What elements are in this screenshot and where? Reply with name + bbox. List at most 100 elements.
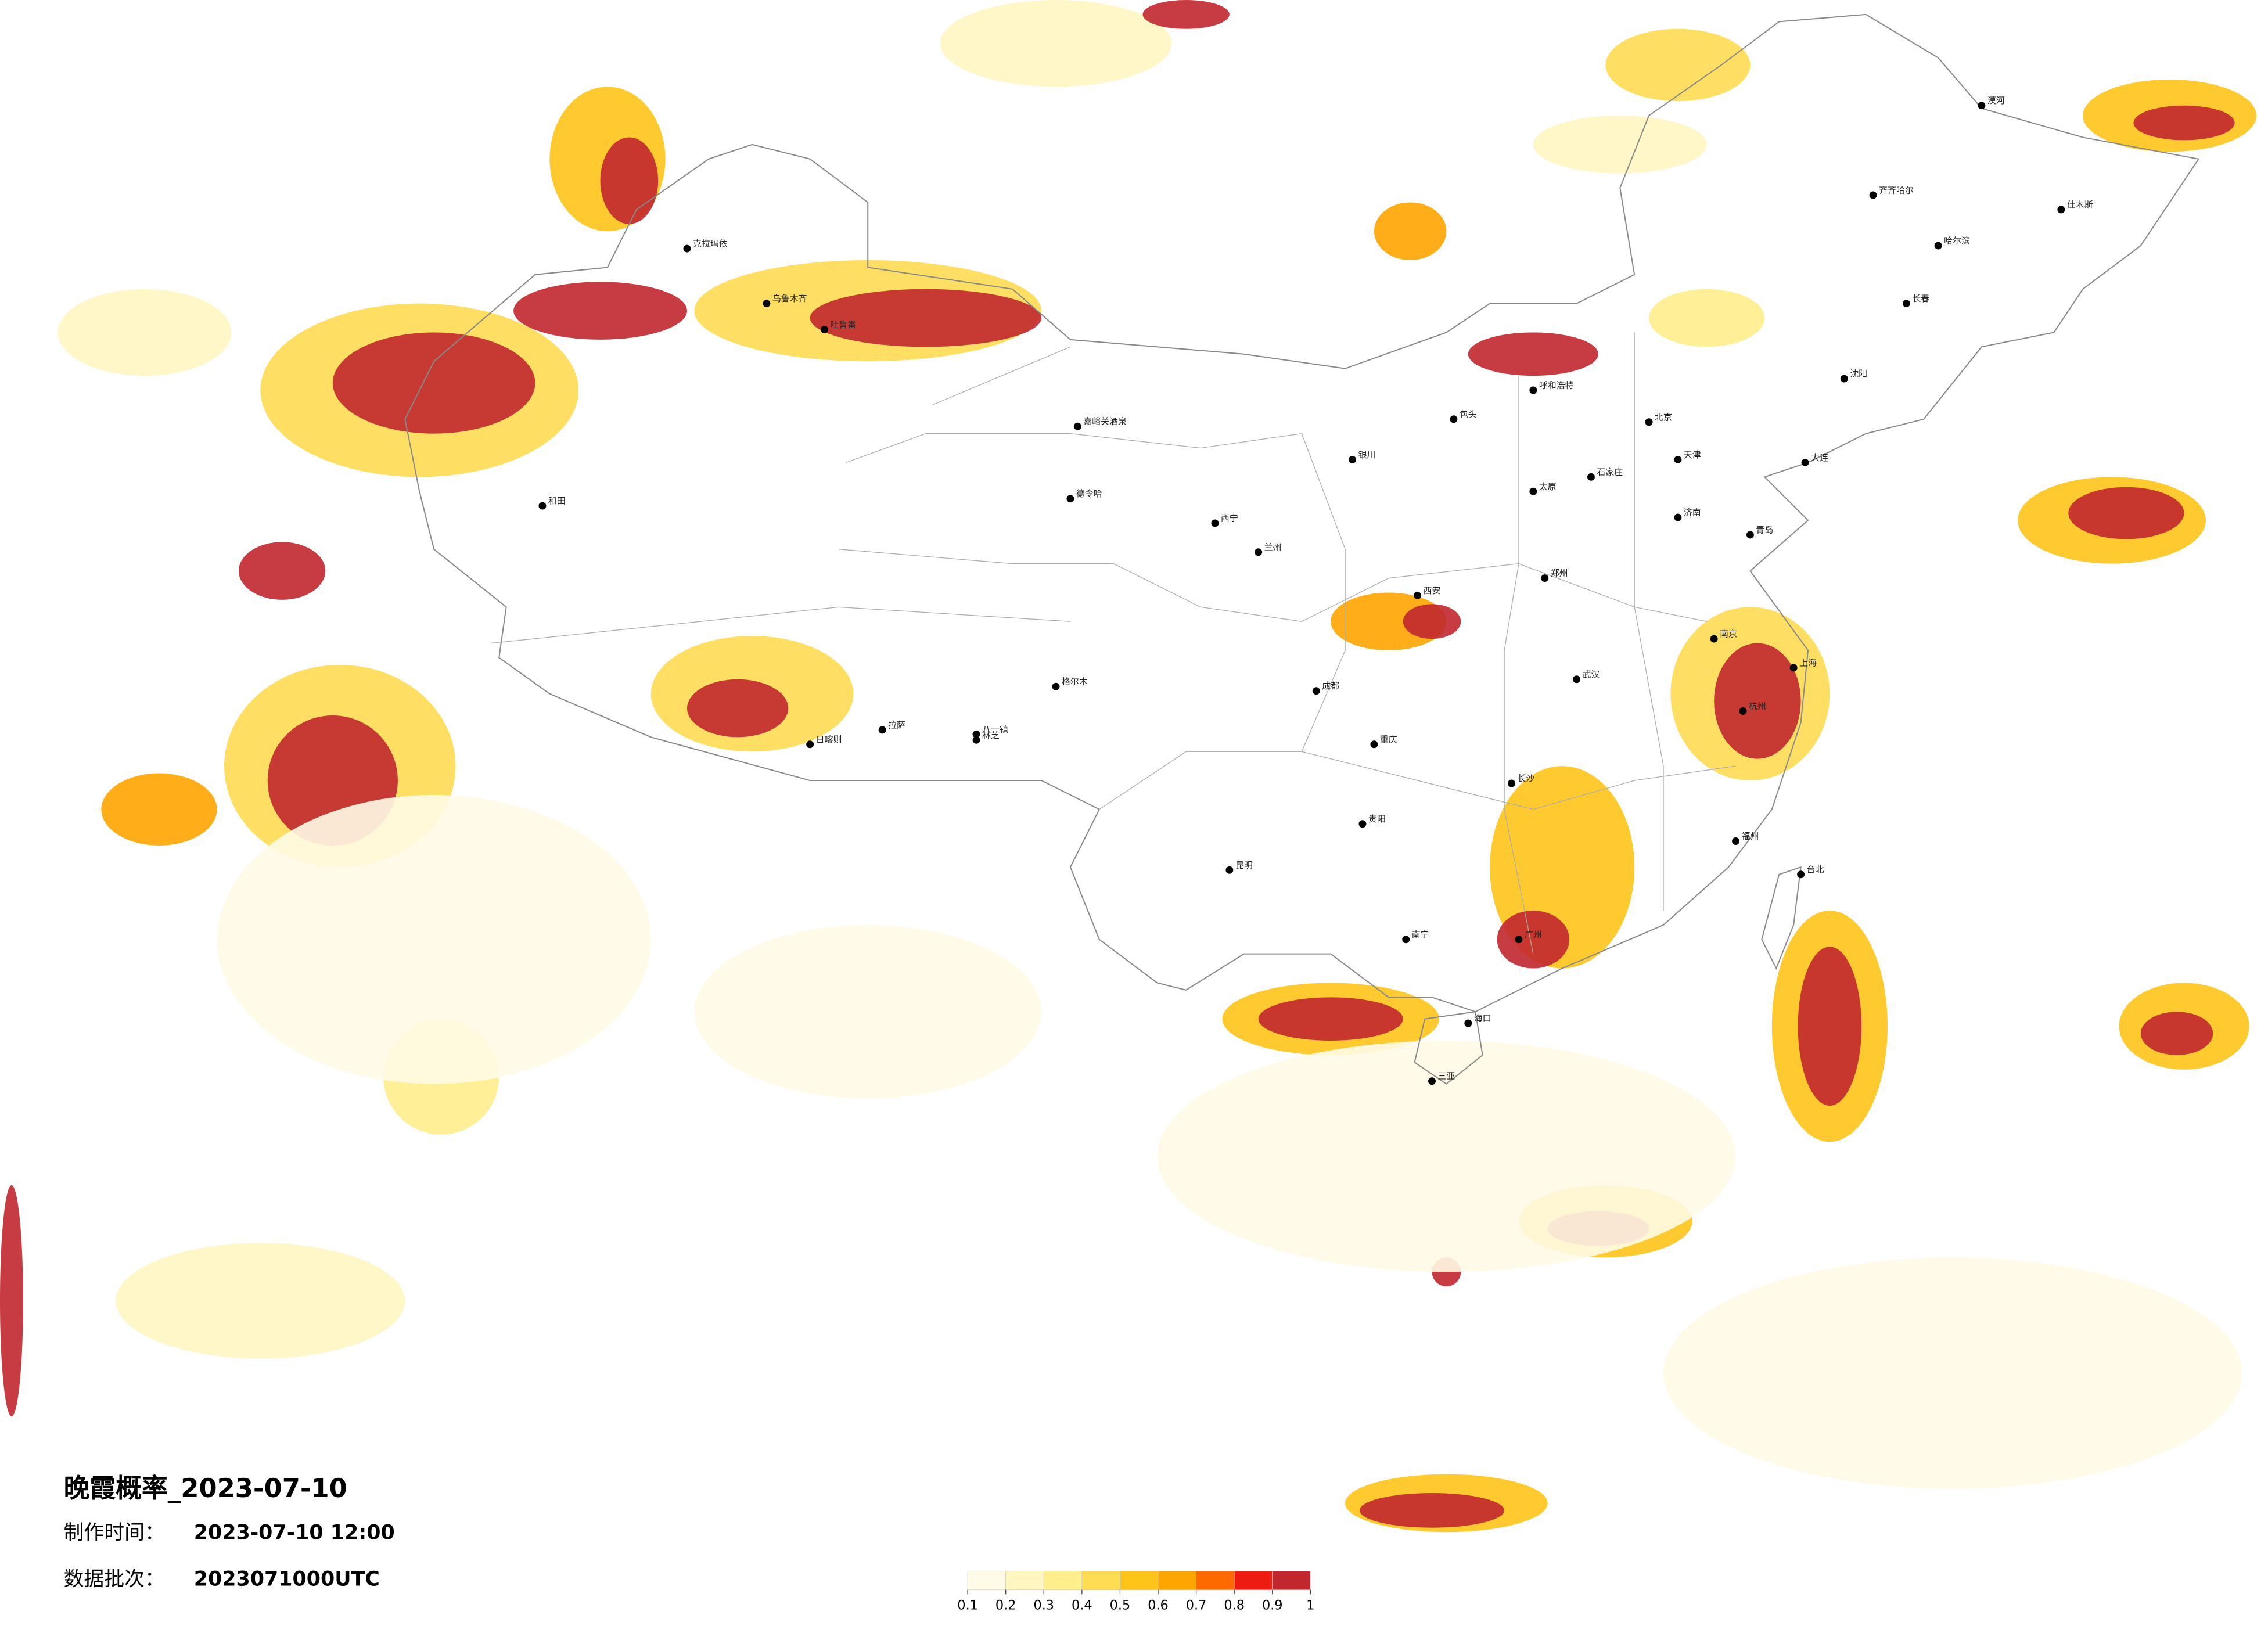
city-label: 成都 [1322, 681, 1339, 691]
title: 晚霞概率_2023-07-10 [64, 1473, 347, 1503]
colorbar-swatch [1005, 1571, 1044, 1591]
taiwan-outline [1761, 866, 1802, 970]
city-label: 西宁 [1221, 513, 1238, 524]
city-label: 哈尔滨 [1944, 236, 1970, 246]
city-dot [1797, 870, 1805, 879]
city-label: 青岛 [1756, 524, 1773, 535]
city-dot [1529, 487, 1537, 495]
city-label: 吐鲁番 [831, 319, 857, 330]
probability-blob [694, 924, 1042, 1099]
city-label: 福州 [1741, 831, 1759, 841]
probability-blob [513, 282, 687, 340]
city-label: 海口 [1474, 1013, 1491, 1024]
city-dot [1902, 300, 1910, 308]
hainan-outline [1414, 1011, 1483, 1085]
city-dot [806, 740, 814, 749]
colorbar-swatch [1043, 1571, 1083, 1591]
colorbar-tick-label: 0.7 [1186, 1598, 1207, 1613]
city-label: 日喀则 [816, 734, 842, 744]
city-dot [1402, 936, 1410, 944]
colorbar-tick-label: 0.2 [995, 1598, 1016, 1613]
city-label: 和田 [548, 496, 566, 506]
probability-blob [1142, 0, 1230, 29]
city-dot [1414, 591, 1422, 599]
city-label: 石家庄 [1597, 467, 1623, 477]
batch: 2023071000UTC [194, 1567, 380, 1591]
city-label: 上海 [1799, 657, 1817, 668]
city-dot [1840, 375, 1848, 383]
city-label: 沈阳 [1850, 369, 1867, 379]
city-dot [1978, 102, 1986, 110]
city-label: 佳木斯 [2067, 199, 2093, 210]
city-label: 武汉 [1583, 669, 1600, 679]
city-dot [1789, 664, 1798, 672]
colorbar-tick-label: 0.8 [1224, 1598, 1245, 1613]
city-label: 广州 [1525, 929, 1542, 940]
colorbar-tick-label: 0.1 [957, 1598, 978, 1613]
made-time: 2023-07-10 12:00 [194, 1521, 395, 1545]
city-label: 太原 [1539, 481, 1557, 492]
colorbar-swatch [1234, 1571, 1273, 1591]
probability-blob [940, 0, 1172, 87]
city-dot [1450, 415, 1458, 423]
city-label: 杭州 [1749, 701, 1766, 711]
city-label: 贵阳 [1368, 814, 1386, 824]
probability-blob [217, 794, 651, 1084]
city-label: 拉萨 [888, 720, 905, 730]
city-label: 齐齐哈尔 [1879, 185, 1914, 196]
city-label: 长沙 [1517, 774, 1534, 784]
probability-blob [1360, 1493, 1505, 1528]
city-dot [763, 300, 771, 308]
city-label: 林芝 [982, 730, 1000, 740]
colorbar-tick-label: 0.5 [1110, 1598, 1131, 1613]
city-dot [1645, 418, 1653, 426]
city-label: 克拉玛依 [693, 239, 728, 249]
colorbar: 0.1 0.2 0.3 0.4 0.5 0.6 0.7 0.8 0.9 1 [957, 1571, 1314, 1613]
city-label: 济南 [1684, 508, 1701, 518]
city-dot [1225, 866, 1234, 874]
city-dot [1587, 473, 1595, 481]
city-dot [1710, 635, 1718, 643]
city-label: 北京 [1655, 412, 1672, 422]
city-dot [1746, 531, 1754, 539]
colorbar-swatch [967, 1571, 1007, 1591]
city-dot [972, 736, 980, 744]
probability-blob [686, 679, 789, 738]
city-dot [878, 726, 886, 734]
province-lines [491, 332, 1736, 954]
city-dot [1066, 495, 1074, 503]
city-dot [1428, 1077, 1436, 1085]
probability-blob [1605, 28, 1751, 102]
city-label: 银川 [1358, 449, 1376, 460]
city-label: 西安 [1424, 585, 1441, 596]
city-dot [1358, 820, 1367, 828]
colorbar-tick-label: 1 [1306, 1598, 1314, 1613]
city-label: 漠河 [1987, 95, 2005, 106]
city-label: 德令哈 [1076, 488, 1102, 499]
probability-blob [1714, 643, 1801, 759]
colorbar-swatch [1158, 1571, 1196, 1591]
city-dot [1674, 513, 1682, 521]
probability-blob [0, 1185, 23, 1417]
city-label: 天津 [1684, 449, 1701, 460]
probability-blob [238, 542, 326, 600]
city-dot [972, 730, 980, 738]
city-dot [683, 244, 691, 253]
probability-blob [116, 1243, 405, 1359]
city-dot [2057, 206, 2065, 214]
probability-blob [332, 332, 535, 434]
city-label: 格尔木 [1062, 677, 1088, 687]
made-label: 制作时间： [64, 1521, 165, 1545]
probability-blob [1157, 1041, 1736, 1272]
city-label: 呼和浩特 [1539, 380, 1574, 391]
probability-blob [1533, 116, 1707, 174]
city-label: 昆明 [1235, 860, 1253, 870]
city-dot [1052, 682, 1060, 690]
city-dot [821, 325, 829, 333]
city-dot [1529, 386, 1537, 394]
probability-blob [1468, 332, 1598, 376]
city-label: 南宁 [1412, 929, 1429, 940]
city-label: 郑州 [1551, 568, 1568, 578]
